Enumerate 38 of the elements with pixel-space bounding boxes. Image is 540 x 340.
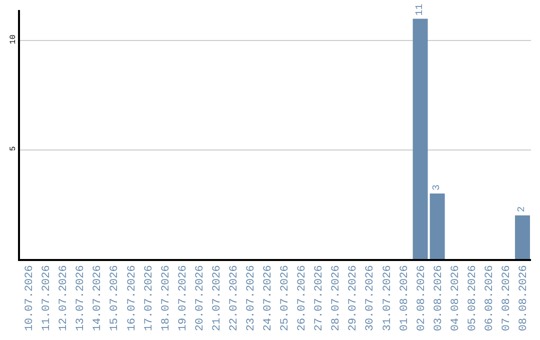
x-tick-label: 12.07.2026 <box>58 265 70 332</box>
x-tick-label: 28.07.2026 <box>330 265 343 332</box>
x-tick-label: 21.07.2026 <box>211 265 224 332</box>
data-label: 11 <box>414 4 426 16</box>
x-tick-label: 13.07.2026 <box>75 265 88 332</box>
x-tick-label: 22.07.2026 <box>228 265 240 332</box>
x-tick-label: 05.08.2026 <box>466 265 479 332</box>
data-label: 3 <box>432 184 443 190</box>
x-tick-label: 31.07.2026 <box>382 265 394 332</box>
y-tick-label: 5 <box>9 146 18 151</box>
x-tick-label: 03.08.2026 <box>432 265 445 332</box>
x-tick-label: 26.07.2026 <box>296 265 309 332</box>
x-tick-label: 29.07.2026 <box>348 265 360 332</box>
bar <box>430 193 445 259</box>
x-tick-label: 08.08.2026 <box>518 265 530 332</box>
x-tick-label: 17.07.2026 <box>143 265 156 332</box>
x-tick-label: 18.07.2026 <box>160 265 172 332</box>
x-tick-label: 15.07.2026 <box>109 265 122 332</box>
x-tick-label: 20.07.2026 <box>194 265 206 332</box>
bar <box>412 18 428 259</box>
x-tick-label: 14.07.2026 <box>92 265 104 332</box>
x-tick-label: 02.08.2026 <box>416 265 428 332</box>
y-tick-label: 10 <box>9 34 18 44</box>
data-label: 2 <box>516 206 528 212</box>
bar <box>514 215 530 259</box>
x-tick-label: 25.07.2026 <box>280 265 292 332</box>
x-tick-label: 06.08.2026 <box>484 265 496 332</box>
x-tick-label: 16.07.2026 <box>126 265 138 332</box>
x-tick-label: 19.07.2026 <box>177 265 190 332</box>
x-tick-label: 11.07.2026 <box>41 265 54 332</box>
x-tick-label: 27.07.2026 <box>314 265 326 332</box>
x-tick-label: 30.07.2026 <box>364 265 377 332</box>
x-tick-label: 23.07.2026 <box>246 265 258 332</box>
x-tick-label: 07.08.2026 <box>501 265 514 332</box>
x-tick-label: 24.07.2026 <box>262 265 275 332</box>
x-tick-label: 04.08.2026 <box>450 265 462 332</box>
x-tick-label: 10.07.2026 <box>24 265 36 332</box>
x-tick-label: 01.08.2026 <box>398 265 411 332</box>
